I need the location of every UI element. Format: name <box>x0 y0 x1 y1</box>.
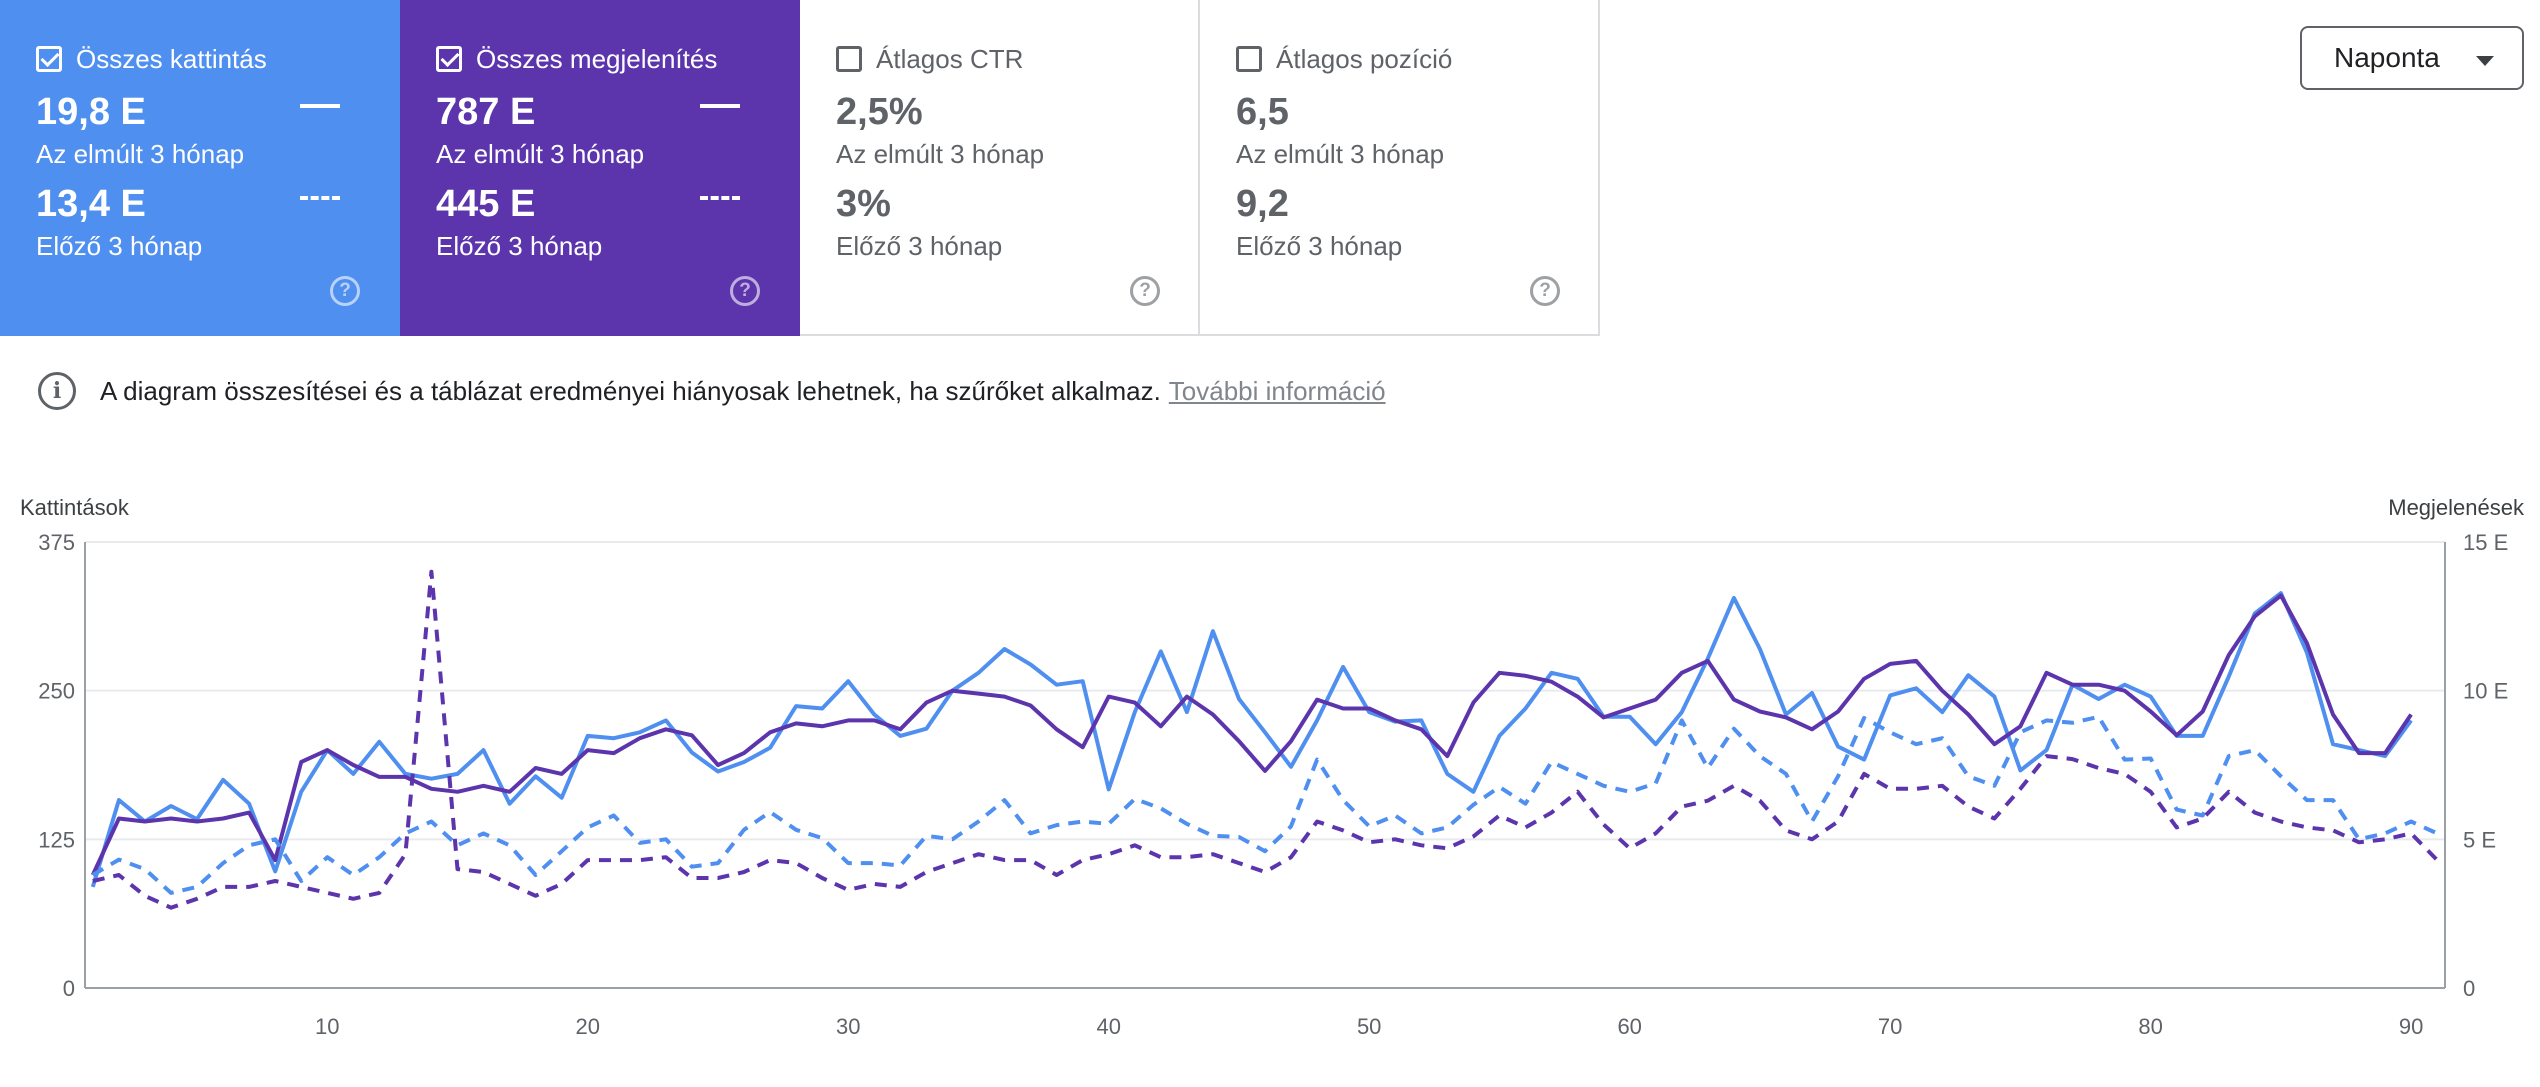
y-right-tick-label: 10 E <box>2463 679 2508 704</box>
y-left-tick-label: 125 <box>38 827 75 852</box>
checkbox-checked-icon[interactable] <box>436 46 462 72</box>
series-line-1 <box>90 593 2413 876</box>
metric-prev-period-label: Előző 3 hónap <box>436 231 603 261</box>
caret-down-icon <box>2476 56 2494 66</box>
metric-value: 19,8 E <box>36 91 146 133</box>
metric-prev-period-label: Előző 3 hónap <box>1236 231 1403 261</box>
metric-period-label: Az elmúlt 3 hónap <box>836 139 1045 169</box>
legend-dashed-line-icon <box>300 196 340 200</box>
metric-card-header: Átlagos CTR <box>836 40 1023 78</box>
metric-prev-period-label: Előző 3 hónap <box>836 231 1003 261</box>
help-icon[interactable]: ? <box>730 276 760 306</box>
x-tick-label: 30 <box>836 1014 860 1039</box>
y-left-axis-title: Kattintások <box>20 495 130 520</box>
legend-solid-line-icon <box>300 104 340 108</box>
y-right-tick-labels: 0 5 E 10 E 15 E <box>2463 530 2508 1001</box>
metric-period-label: Az elmúlt 3 hónap <box>36 139 245 169</box>
info-icon: i <box>38 372 76 410</box>
granularity-select[interactable]: Naponta <box>2300 26 2524 90</box>
y-left-tick-label: 250 <box>38 679 75 704</box>
metric-title: Összes kattintás <box>76 44 267 74</box>
metric-prev-value: 445 E <box>436 183 536 225</box>
metric-card-header: Összes megjelenítés <box>436 40 717 78</box>
metric-card-header: Átlagos pozíció <box>1236 40 1452 78</box>
metric-prev-value: 9,2 <box>1236 183 1289 225</box>
series-line-3 <box>92 569 2439 910</box>
x-tick-label: 20 <box>575 1014 599 1039</box>
metric-title: Átlagos CTR <box>876 44 1024 74</box>
metric-card-position[interactable]: Átlagos pozíció 6,5 Az elmúlt 3 hónap 9,… <box>1200 0 1600 336</box>
checkbox-unchecked-icon[interactable] <box>836 46 862 72</box>
chart-gridlines <box>84 541 2446 989</box>
metric-prev-value: 3% <box>836 183 891 225</box>
help-icon[interactable]: ? <box>330 276 360 306</box>
x-tick-label: 50 <box>1357 1014 1381 1039</box>
filter-info-notice: i A diagram összesítései és a táblázat e… <box>38 372 1386 410</box>
metric-card-impressions[interactable]: Összes megjelenítés 787 E Az elmúlt 3 hó… <box>400 0 800 336</box>
series-line-0 <box>90 591 2413 888</box>
x-tick-label: 70 <box>1878 1014 1902 1039</box>
checkbox-checked-icon[interactable] <box>36 46 62 72</box>
y-right-tick-label: 0 <box>2463 976 2475 1001</box>
series-line-2 <box>91 714 2439 895</box>
x-tick-label: 80 <box>2138 1014 2162 1039</box>
chart-series <box>90 569 2439 910</box>
y-left-tick-labels: 0 125 250 375 <box>38 530 75 1001</box>
metric-value: 2,5% <box>836 91 923 133</box>
metric-value: 787 E <box>436 91 536 133</box>
legend-dashed-line-icon <box>700 196 740 200</box>
metric-period-label: Az elmúlt 3 hónap <box>1236 139 1445 169</box>
metric-cards: Összes kattintás 19,8 E Az elmúlt 3 hóna… <box>0 0 1600 336</box>
y-left-tick-label: 375 <box>38 530 75 555</box>
x-tick-label: 10 <box>315 1014 339 1039</box>
metric-title: Átlagos pozíció <box>1276 44 1453 74</box>
x-tick-labels: 10 20 30 40 50 60 70 80 90 <box>315 1014 2423 1039</box>
performance-chart: Kattintások Megjelenések 0 125 250 375 0 5 E… <box>20 495 2525 1039</box>
checkbox-unchecked-icon[interactable] <box>1236 46 1262 72</box>
y-right-tick-label: 5 E <box>2463 827 2496 852</box>
metric-period-label: Az elmúlt 3 hónap <box>436 139 645 169</box>
y-right-tick-label: 15 E <box>2463 530 2508 555</box>
metric-value: 6,5 <box>1236 91 1289 133</box>
help-icon[interactable]: ? <box>1130 276 1160 306</box>
metric-title: Összes megjelenítés <box>476 44 718 74</box>
info-text: A diagram összesítései és a táblázat ere… <box>100 375 1161 406</box>
metric-prev-value: 13,4 E <box>36 183 146 225</box>
metric-card-clicks[interactable]: Összes kattintás 19,8 E Az elmúlt 3 hóna… <box>0 0 400 336</box>
metric-card-ctr[interactable]: Átlagos CTR 2,5% Az elmúlt 3 hónap 3% El… <box>800 0 1200 336</box>
y-right-axis-title: Megjelenések <box>2388 495 2525 520</box>
x-tick-label: 40 <box>1096 1014 1120 1039</box>
legend-solid-line-icon <box>700 104 740 108</box>
y-left-tick-label: 0 <box>63 976 75 1001</box>
granularity-select-value: Naponta <box>2334 42 2440 73</box>
help-icon[interactable]: ? <box>1530 276 1560 306</box>
metric-card-header: Összes kattintás <box>36 40 267 78</box>
metric-prev-period-label: Előző 3 hónap <box>36 231 203 261</box>
more-info-link[interactable]: További információ <box>1168 375 1386 406</box>
x-tick-label: 60 <box>1617 1014 1641 1039</box>
x-tick-label: 90 <box>2399 1014 2423 1039</box>
